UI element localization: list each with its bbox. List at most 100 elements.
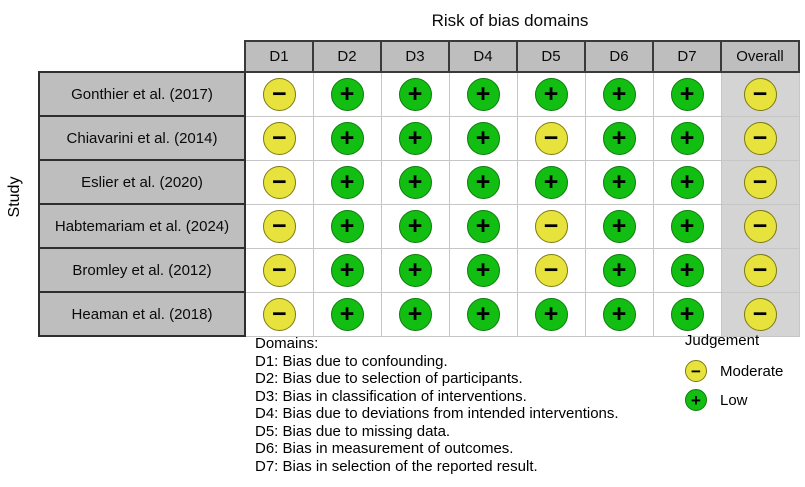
judgement-cell: +: [312, 115, 382, 161]
column-header-d5: D5: [516, 40, 586, 73]
judgement-cell: +: [380, 115, 450, 161]
judgement-cell: +: [380, 247, 450, 293]
study-label: Gonthier et al. (2017): [38, 71, 246, 117]
footnote-line: D4: Bias due to deviations from intended…: [255, 405, 619, 422]
judgement-cell: +: [652, 159, 722, 205]
legend-item-label: Moderate: [720, 362, 784, 380]
table-row: Bromley et al. (2012) − + + + − + + −: [38, 247, 800, 293]
judgement-cell: +: [380, 71, 450, 117]
judgement-cell: −: [720, 247, 800, 293]
judgement-cell: +: [380, 291, 450, 337]
column-header-overall: Overall: [720, 40, 800, 73]
judgement-low-icon: +: [398, 297, 432, 331]
footnote-line: D5: Bias due to missing data.: [255, 422, 451, 440]
judgement-cell: +: [652, 291, 722, 337]
column-header-d6: D6: [584, 40, 654, 73]
judgement-cell: +: [652, 247, 722, 293]
judgement-low-icon: +: [466, 253, 500, 287]
judgement-cell: +: [652, 203, 722, 249]
judgement-low-icon: +: [466, 165, 500, 199]
judgement-low-icon: +: [330, 165, 364, 199]
judgement-low-icon: +: [398, 165, 432, 199]
corner-cell: [39, 41, 245, 72]
judgement-cell: +: [448, 71, 518, 117]
judgement-low-icon: +: [466, 121, 500, 155]
column-header-d7: D7: [652, 40, 722, 73]
table-body: Gonthier et al. (2017) − + + + + + + − Chiavarini…: [38, 71, 800, 337]
judgement-cell: +: [448, 291, 518, 337]
judgement-low-icon: +: [685, 389, 707, 411]
study-label: Chiavarini et al. (2014): [38, 115, 246, 161]
table-row: Heaman et al. (2018) − + + + + + + −: [38, 291, 800, 337]
judgement-low-icon: +: [602, 121, 636, 155]
column-header-d4: D4: [448, 40, 518, 73]
judgement-cell: +: [312, 71, 382, 117]
judgement-cell: +: [380, 159, 450, 205]
table-row: Eslier et al. (2020) − + + + + + + −: [38, 159, 800, 205]
judgement-cell: −: [516, 115, 586, 161]
judgement-cell: −: [720, 71, 800, 117]
judgement-low-icon: +: [670, 253, 704, 287]
footnote-line: D7: Bias in selection of the reported re…: [255, 457, 538, 475]
judgement-moderate-icon: −: [743, 209, 777, 243]
judgement-moderate-icon: −: [262, 77, 296, 111]
judgement-moderate-icon: −: [685, 360, 707, 382]
judgement-cell: +: [516, 159, 586, 205]
plot-title: Risk of bias domains: [431, 11, 589, 30]
judgement-low-icon: +: [330, 297, 364, 331]
judgement-moderate-icon: −: [262, 165, 296, 199]
judgement-cell: −: [244, 71, 314, 117]
judgement-cell: +: [516, 291, 586, 337]
judgement-moderate-icon: −: [743, 297, 777, 331]
judgement-low-icon: +: [534, 77, 568, 111]
study-label: Bromley et al. (2012): [38, 247, 246, 293]
column-header-d1: D1: [244, 40, 314, 73]
judgement-cell: +: [652, 115, 722, 161]
judgement-cell: −: [244, 203, 314, 249]
judgement-low-icon: +: [602, 209, 636, 243]
judgement-cell: −: [720, 291, 800, 337]
judgement-cell: +: [584, 247, 654, 293]
judgement-cell: −: [516, 247, 586, 293]
footnote-line: D3: Bias in classification of interventi…: [255, 387, 527, 405]
judgement-cell: +: [584, 115, 654, 161]
judgement-cell: +: [448, 115, 518, 161]
judgement-cell: +: [448, 247, 518, 293]
judgement-low-icon: +: [466, 77, 500, 111]
column-header-d2: D2: [312, 40, 382, 73]
judgement-low-icon: +: [330, 121, 364, 155]
judgement-low-icon: +: [670, 165, 704, 199]
judgement-cell: −: [516, 203, 586, 249]
judgement-cell: −: [244, 159, 314, 205]
footnote-line: D1: Bias due to confounding.: [255, 352, 448, 370]
judgement-low-icon: +: [330, 209, 364, 243]
judgement-cell: +: [448, 159, 518, 205]
judgement-moderate-icon: −: [743, 165, 777, 199]
legend-title: Judgement: [684, 332, 760, 349]
judgement-cell: −: [720, 115, 800, 161]
judgement-low-icon: +: [670, 77, 704, 111]
judgement-cell: +: [584, 71, 654, 117]
judgement-cell: +: [312, 159, 382, 205]
judgement-low-icon: +: [398, 209, 432, 243]
traffic-light-table: D1 D2 D3 D4 D5 D6 D7 Overall Gonthier et al. (2…: [38, 40, 800, 337]
judgement-cell: +: [312, 291, 382, 337]
judgement-legend: Judgement − Moderate + Low: [676, 332, 796, 411]
judgement-cell: −: [244, 291, 314, 337]
judgement-low-icon: +: [670, 297, 704, 331]
judgement-moderate-icon: −: [534, 253, 568, 287]
judgement-cell: +: [516, 71, 586, 117]
judgement-cell: −: [244, 115, 314, 161]
judgement-cell: +: [380, 203, 450, 249]
judgement-low-icon: +: [398, 77, 432, 111]
legend-item-label: Low: [720, 391, 748, 409]
judgement-cell: +: [584, 203, 654, 249]
header-row: D1 D2 D3 D4 D5 D6 D7 Overall: [39, 40, 800, 73]
judgement-moderate-icon: −: [743, 253, 777, 287]
legend-items: − Moderate + Low: [676, 360, 796, 411]
judgement-low-icon: +: [466, 297, 500, 331]
judgement-moderate-icon: −: [262, 253, 296, 287]
judgement-cell: +: [312, 247, 382, 293]
domains-footnote: Domains: D1: Bias due to confounding. D2:…: [255, 335, 619, 475]
footnote-line: D2: Bias due to selection of participant…: [255, 370, 523, 387]
